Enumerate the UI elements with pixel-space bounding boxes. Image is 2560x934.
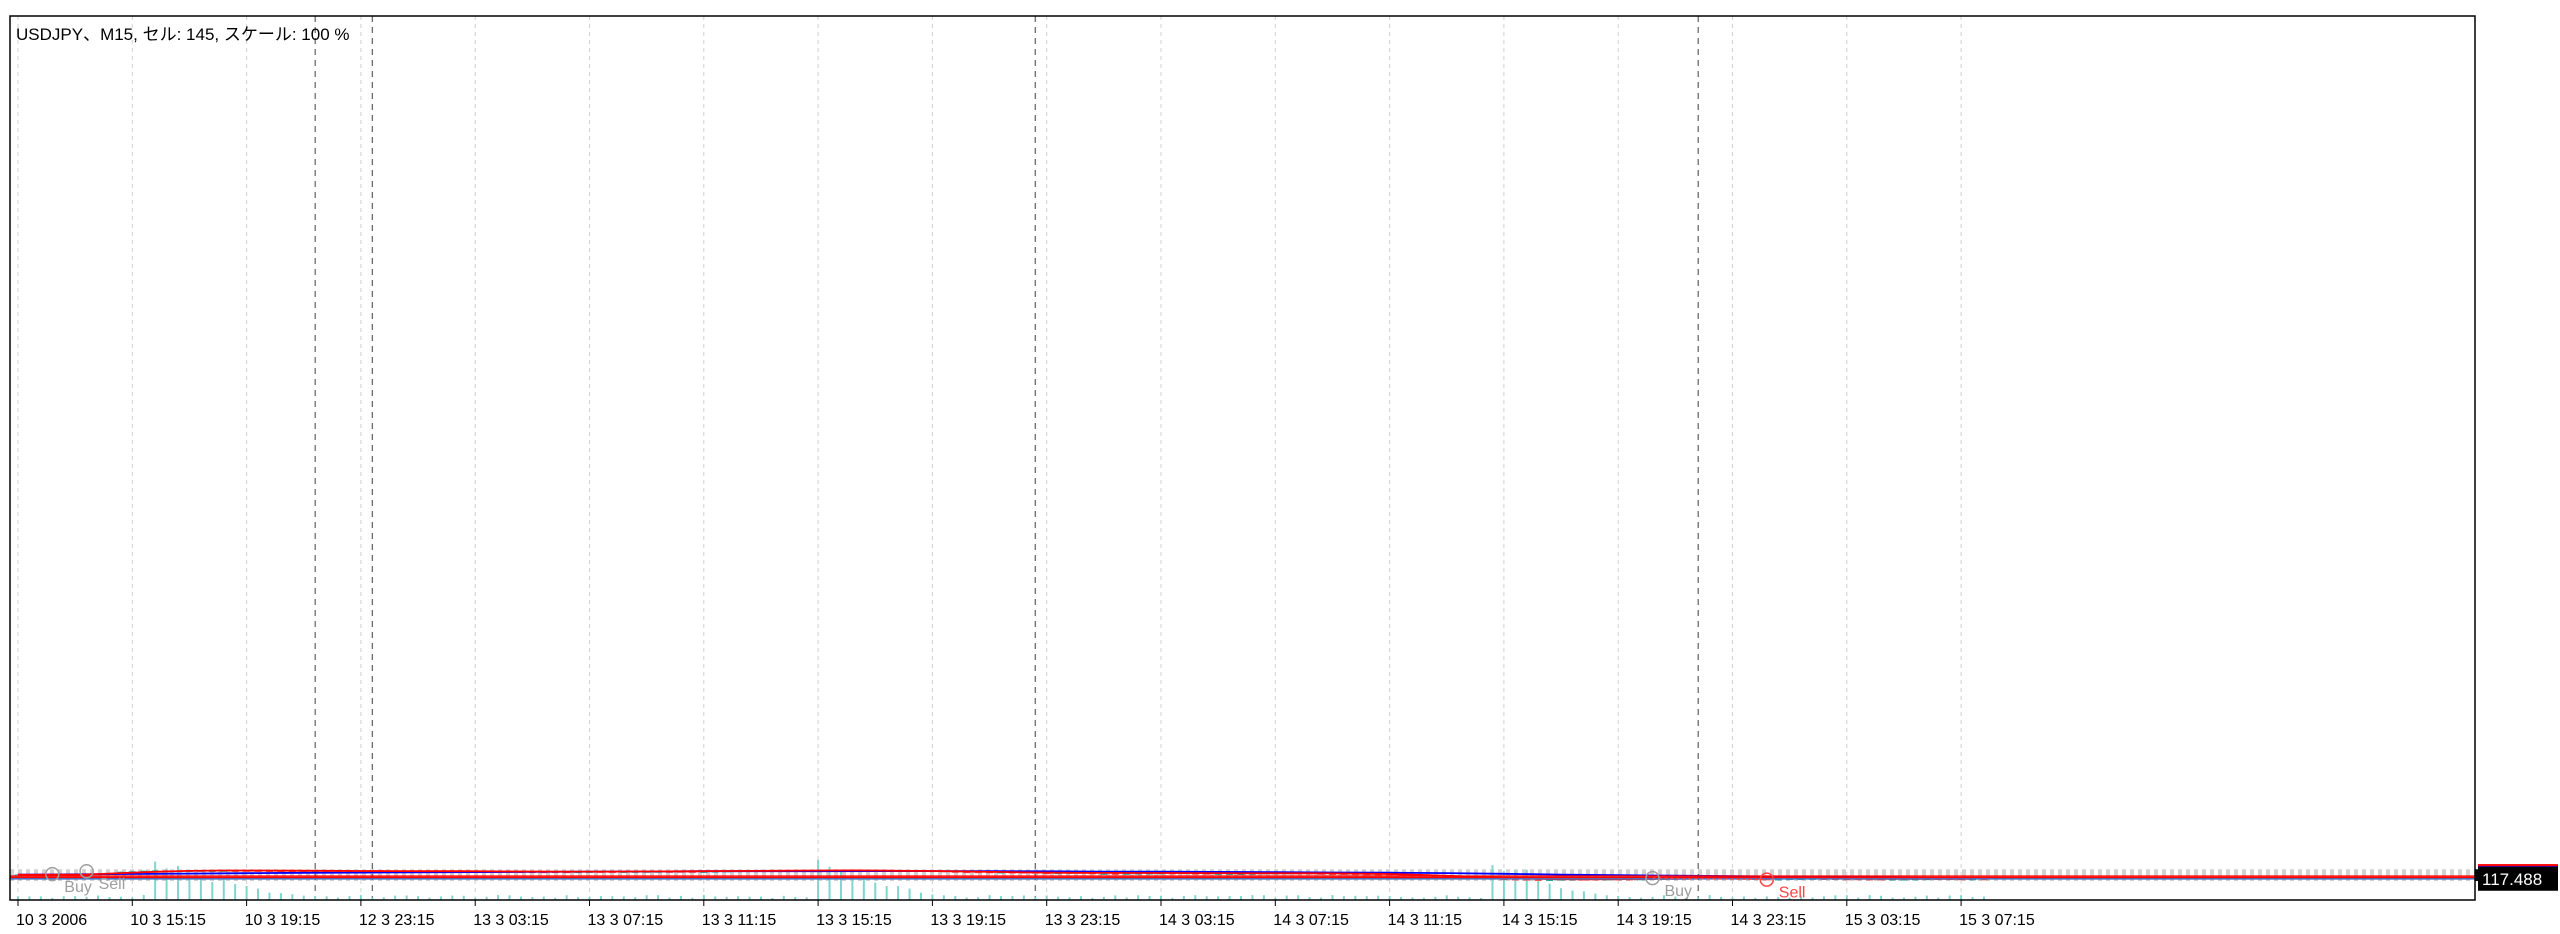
x-tick-label: 13 3 03:15 [473,912,549,929]
x-tick-label: 14 3 19:15 [1616,912,1692,929]
plot-frame [9,15,2476,901]
candle-body [1100,873,1108,875]
candle-body [1237,873,1245,876]
trade-label-buy: Buy [64,879,92,896]
candle-body [1363,873,1371,876]
x-tick-label: 14 3 11:15 [1388,912,1463,929]
trade-label-buy: Buy [1664,883,1692,900]
trade-marker-buy [1645,870,1660,886]
candle-body [1546,879,1554,882]
candle-body [1340,873,1348,876]
x-tick-label: 13 3 23:15 [1045,912,1121,929]
candle-body [1111,873,1119,875]
x-tick-label: 15 3 07:15 [1959,912,2035,929]
trade-link-line [1652,877,1767,881]
trade-marker-buy [45,866,60,882]
x-tick-label: 13 3 15:15 [816,912,892,929]
candle-body [311,870,319,873]
candle-body [1763,878,1771,881]
x-tick-label: 14 3 07:15 [1273,912,1349,929]
candle-body [1523,879,1531,881]
chart-info-label: USDJPY、M15, セル: 145, スケール: 100 % [16,25,350,44]
x-tick-label: 13 3 11:15 [702,912,777,929]
trade-marker-sell [79,863,94,879]
candle-body [1534,879,1542,881]
price-tag-label: 117.488 [2482,870,2542,889]
x-tick-label: 12 3 23:15 [359,912,435,929]
candle-body [1214,873,1222,875]
candle-body [700,871,708,873]
horizontal-levels[interactable] [10,875,2475,880]
trade-label-sell: Sell [1779,885,1806,902]
candle-body [963,871,971,874]
x-tick-label: 13 3 07:15 [588,912,664,929]
trade-marker-sell [1759,872,1775,887]
price-tag-box [2478,866,2558,891]
trade-markers: Buy Sell Buy Sell [45,863,1806,902]
x-tick-label: 14 3 23:15 [1731,912,1807,929]
candle-body [1511,878,1519,881]
x-tick-label: 14 3 03:15 [1159,912,1235,929]
candle-body [1226,873,1234,875]
candle-body [1866,878,1874,881]
candle-body [1203,873,1211,875]
candle-body [1134,873,1142,875]
x-tick-label: 10 3 15:15 [130,912,206,929]
x-tick-label: 10 3 19:15 [245,912,321,929]
price-tags: 117.994117.681117.595117.488 [2478,864,2558,891]
trade-label-sell: Sell [99,876,126,893]
x-tick-label: 13 3 19:15 [930,912,1006,929]
candle-body [1328,873,1336,876]
candle-body [1774,878,1782,881]
candle-body [1374,873,1382,876]
x-tick-label: 10 3 2006 [16,912,87,929]
candle-body [1123,873,1131,875]
x-tick-label: 15 3 03:15 [1845,912,1921,929]
period-separators [314,16,1699,900]
x-tick-label: 14 3 15:15 [1502,912,1578,929]
x-axis: 10 3 2006 10 3 15:15 10 3 19:15 12 3 23:15 1… [16,900,2035,929]
